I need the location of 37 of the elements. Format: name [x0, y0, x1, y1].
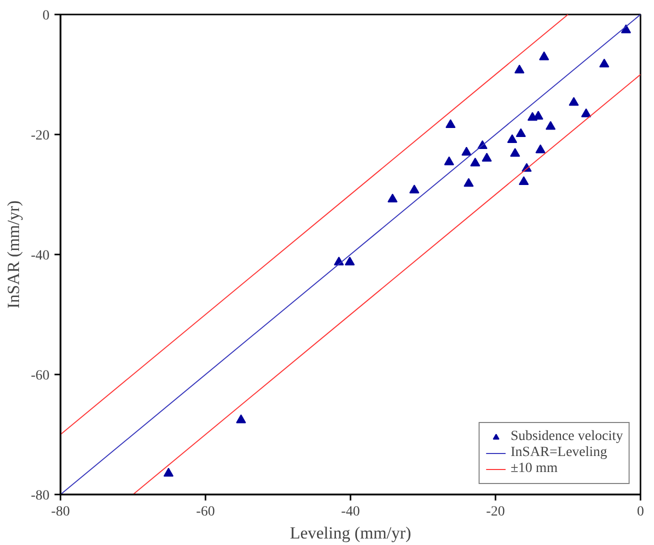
- point: [470, 158, 480, 166]
- y-tick-label: -80: [30, 488, 50, 504]
- y-tick-label: -20: [30, 128, 50, 144]
- legend-label: Subsidence velocity: [510, 429, 623, 445]
- point: [535, 144, 546, 154]
- point: [539, 51, 550, 60]
- x-tick-label: -60: [196, 504, 215, 520]
- point: [446, 119, 456, 128]
- point: [409, 184, 420, 194]
- point: [388, 194, 398, 202]
- point: [464, 178, 474, 187]
- x-tick-label: 0: [637, 504, 644, 520]
- point: [581, 108, 592, 118]
- point: [546, 121, 556, 130]
- point: [236, 414, 246, 424]
- point: [507, 134, 518, 143]
- x-tick-label: -20: [486, 504, 505, 520]
- point: [568, 97, 579, 106]
- legend-label: ±10 mm: [510, 461, 558, 477]
- point: [510, 148, 520, 157]
- point: [516, 128, 526, 137]
- point: [344, 256, 355, 266]
- y-axis-title: InSAR (mm/yr): [4, 200, 23, 309]
- x-axis-title: Leveling (mm/yr): [290, 524, 412, 542]
- point: [599, 58, 610, 68]
- point: [444, 156, 454, 166]
- y-tick-label: 0: [42, 8, 50, 24]
- legend-label: InSAR=Leveling: [510, 445, 608, 461]
- point: [462, 146, 472, 156]
- point: [482, 152, 492, 162]
- point: [514, 64, 524, 74]
- point: [518, 176, 529, 185]
- x-tick-label: -80: [51, 504, 70, 520]
- y-tick-label: -40: [30, 248, 50, 264]
- x-tick-label: -40: [341, 504, 360, 520]
- point: [164, 468, 174, 477]
- y-tick-label: -60: [30, 368, 50, 384]
